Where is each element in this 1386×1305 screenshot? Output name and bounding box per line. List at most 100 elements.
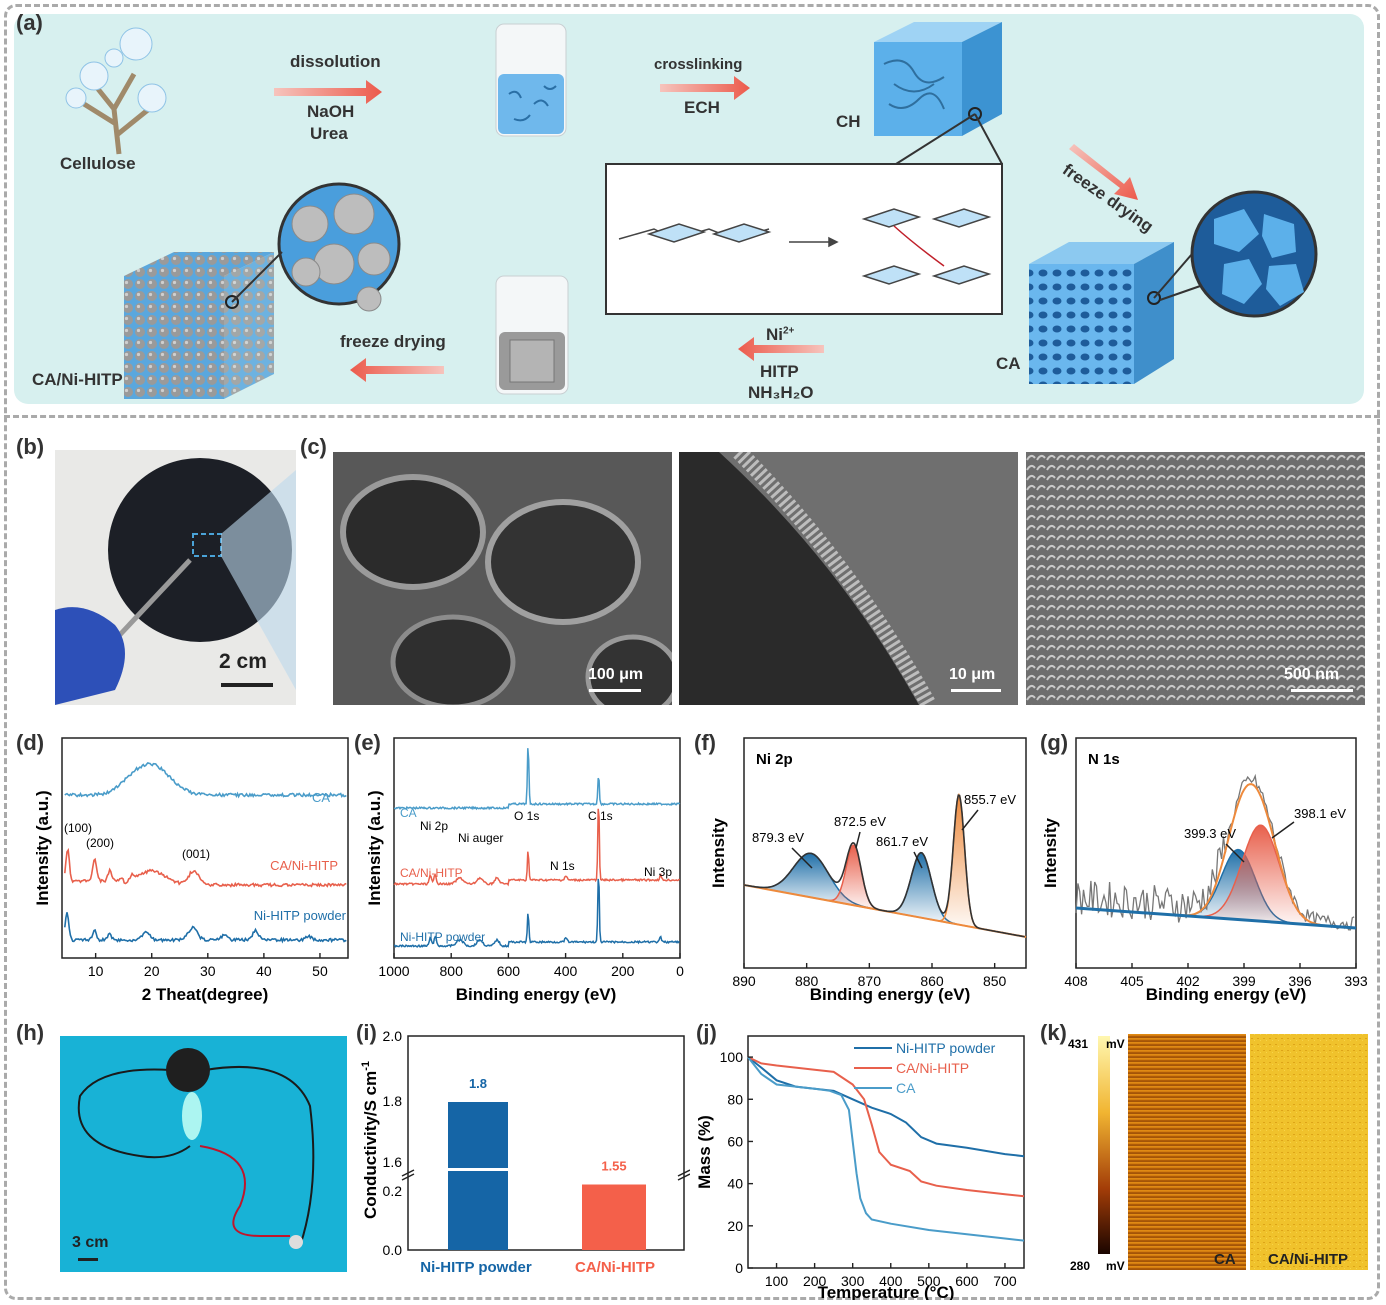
chart-j-ytick-2: 40: [727, 1176, 743, 1192]
arrow-left-2: [350, 358, 444, 382]
chart-f-title: Ni 2p: [756, 751, 793, 768]
naoh-label: NaOH: [307, 102, 355, 121]
arrow-diag: [1069, 144, 1138, 200]
chart-e-niauger: Ni auger: [458, 831, 503, 845]
beaker-solution-icon: [495, 23, 567, 137]
chart-d-peak-200: (200): [86, 836, 114, 850]
chart-j-xtick-2: 300: [841, 1273, 865, 1289]
chart-e: 1000 800 600 400 200 0 CA CA/Ni-HITP Ni-HITP …: [365, 737, 684, 1004]
sem-scale-1: 100 μm: [588, 666, 644, 683]
chart-g-xtick-3: 399: [1232, 973, 1256, 989]
chart-f: 890 880 870 860 850 Ni 2p 879.3 eV 872.5 eV …: [709, 737, 1027, 1004]
chart-e-xtick-0: 1000: [378, 963, 409, 979]
chart-e-o1s: O 1s: [514, 809, 539, 823]
chart-j-ylabel: Mass (%): [696, 1115, 714, 1189]
hitp-label: HITP: [760, 362, 799, 381]
chart-i-ytick-4: 0.0: [383, 1242, 403, 1258]
chart-g-xtick-2: 402: [1176, 973, 1200, 989]
panel-label-k: (k): [1040, 1020, 1067, 1045]
chart-j-ytick-0: 0: [735, 1260, 743, 1276]
chart-j-xtick-6: 700: [993, 1273, 1017, 1289]
sem-image-3: 500 nm: [1026, 452, 1365, 705]
chart-g-xtick-4: 396: [1288, 973, 1312, 989]
chart-g-ylabel: Intensity: [1041, 818, 1060, 888]
chart-f-xtick-1: 880: [795, 973, 819, 989]
chart-f-xtick-4: 850: [983, 973, 1007, 989]
chart-d-xtick-0: 10: [88, 963, 104, 979]
chart-k-map-ca: [1128, 1034, 1246, 1270]
chart-f-xtick-3: 860: [920, 973, 944, 989]
chart-k-colorbar: [1098, 1036, 1110, 1254]
chart-i-frame: [407, 1035, 685, 1251]
chart-e-ylabel: Intensity (a.u.): [365, 790, 384, 905]
sem-image-1: 100 μm: [333, 452, 672, 705]
arrow-right-2: [660, 76, 750, 100]
nh3h2o-label: NH₃H₂O: [748, 383, 814, 402]
chart-f-peak-4: [938, 792, 980, 930]
chart-j-xlabel: Temperature (°C): [818, 1283, 955, 1300]
chart-d-xtick-3: 40: [256, 963, 272, 979]
chart-j-ytick-3: 60: [727, 1133, 743, 1149]
chart-e-xtick-3: 400: [554, 963, 578, 979]
sem-scale-3: 500 nm: [1284, 666, 1340, 683]
chart-i-value-1: 1.55: [601, 1159, 626, 1174]
sem-scale-2: 10 μm: [949, 666, 996, 683]
chart-i: 1.8 1.55 2.0 1.8 1.6 0.2 0.0 Ni-HITP pow…: [360, 1028, 690, 1276]
chart-e-series-nihitp: [394, 878, 680, 948]
chart-g: 408 405 402 399 396 393 N 1s 399.3 eV 398.1 e…: [1041, 737, 1368, 1004]
panel-label-e: (e): [354, 730, 381, 755]
chart-e-xtick-2: 600: [497, 963, 521, 979]
chart-g-xlabel: Binding energy (eV): [1146, 985, 1307, 1004]
chart-d-xlabel: 2 Theat(degree): [142, 985, 269, 1004]
panel-label-b: (b): [16, 434, 45, 459]
chart-i-ytick-2: 1.6: [383, 1154, 403, 1170]
chart-g-xtick-5: 393: [1344, 973, 1368, 989]
chart-j-legend-0: Ni-HITP powder: [896, 1040, 996, 1056]
chart-g-label-1: 399.3 eV: [1184, 826, 1236, 841]
chart-j-xtick-0: 100: [765, 1273, 789, 1289]
arrow-left-1: [738, 337, 824, 361]
chart-e-legend-cani: CA/Ni-HITP: [400, 866, 463, 880]
beaker-reaction-icon: [495, 275, 569, 395]
chart-e-ni3p: Ni 3p: [644, 865, 672, 879]
chart-e-xtick-5: 0: [676, 963, 684, 979]
chart-d-peak-100: (100): [64, 821, 92, 835]
chart-d-xtick-1: 20: [144, 963, 160, 979]
chart-k-label-cani: CA/Ni-HITP: [1268, 1251, 1348, 1268]
aerogel-zoom-icon: [1190, 190, 1318, 318]
chart-d-legend-ni: Ni-HITP powder: [254, 908, 347, 923]
figure-frame: [4, 4, 1380, 1300]
chart-i-bar-cani: [582, 1184, 646, 1250]
composite-label: CA/Ni-HITP: [32, 370, 123, 389]
photo-scale-label: 2 cm: [219, 650, 267, 673]
ech-label: ECH: [684, 98, 720, 117]
chart-d-xtick-2: 30: [200, 963, 216, 979]
chart-g-baseline: [1075, 906, 1357, 930]
chart-j-xtick-4: 500: [917, 1273, 941, 1289]
cellulose-structure: [618, 208, 992, 285]
chart-j-series-nihitp: [747, 1056, 1025, 1158]
chart-k-unit-bottom: mV: [1106, 1259, 1125, 1273]
chart-g-frame: [1075, 737, 1357, 969]
panel-label-c: (c): [300, 434, 327, 459]
circuit-scale-label: 3 cm: [72, 1234, 109, 1251]
chart-j-xtick-1: 200: [803, 1273, 827, 1289]
chart-g-label-2: 398.1 eV: [1294, 806, 1346, 821]
chart-g-raw: [1075, 773, 1355, 931]
chart-j-series-ca: [747, 1056, 1025, 1242]
chart-f-label-1: 879.3 eV: [752, 830, 804, 845]
chart-d-legend-cani: CA/Ni-HITP: [270, 858, 338, 873]
chart-j-series-cani: [747, 1056, 1025, 1198]
crosslinking-label: crosslinking: [654, 56, 743, 73]
chart-d-series-ca: [64, 761, 347, 799]
arrow-right-1: [274, 80, 382, 104]
chart-f-ylabel: Intensity: [709, 818, 728, 888]
hydrogel-cube-icon: [874, 22, 1002, 136]
chart-i-ytick-1: 1.8: [383, 1093, 403, 1109]
chart-d-peak-001: (001): [182, 847, 210, 861]
chart-i-ylabel: Conductivity/S cm-1: [360, 1061, 380, 1219]
chart-j-ytick-1: 20: [727, 1218, 743, 1234]
freeze-drying-label-2: freeze drying: [340, 332, 446, 351]
chart-g-title: N 1s: [1088, 751, 1120, 768]
chart-d-legend-ca: CA: [312, 790, 330, 805]
